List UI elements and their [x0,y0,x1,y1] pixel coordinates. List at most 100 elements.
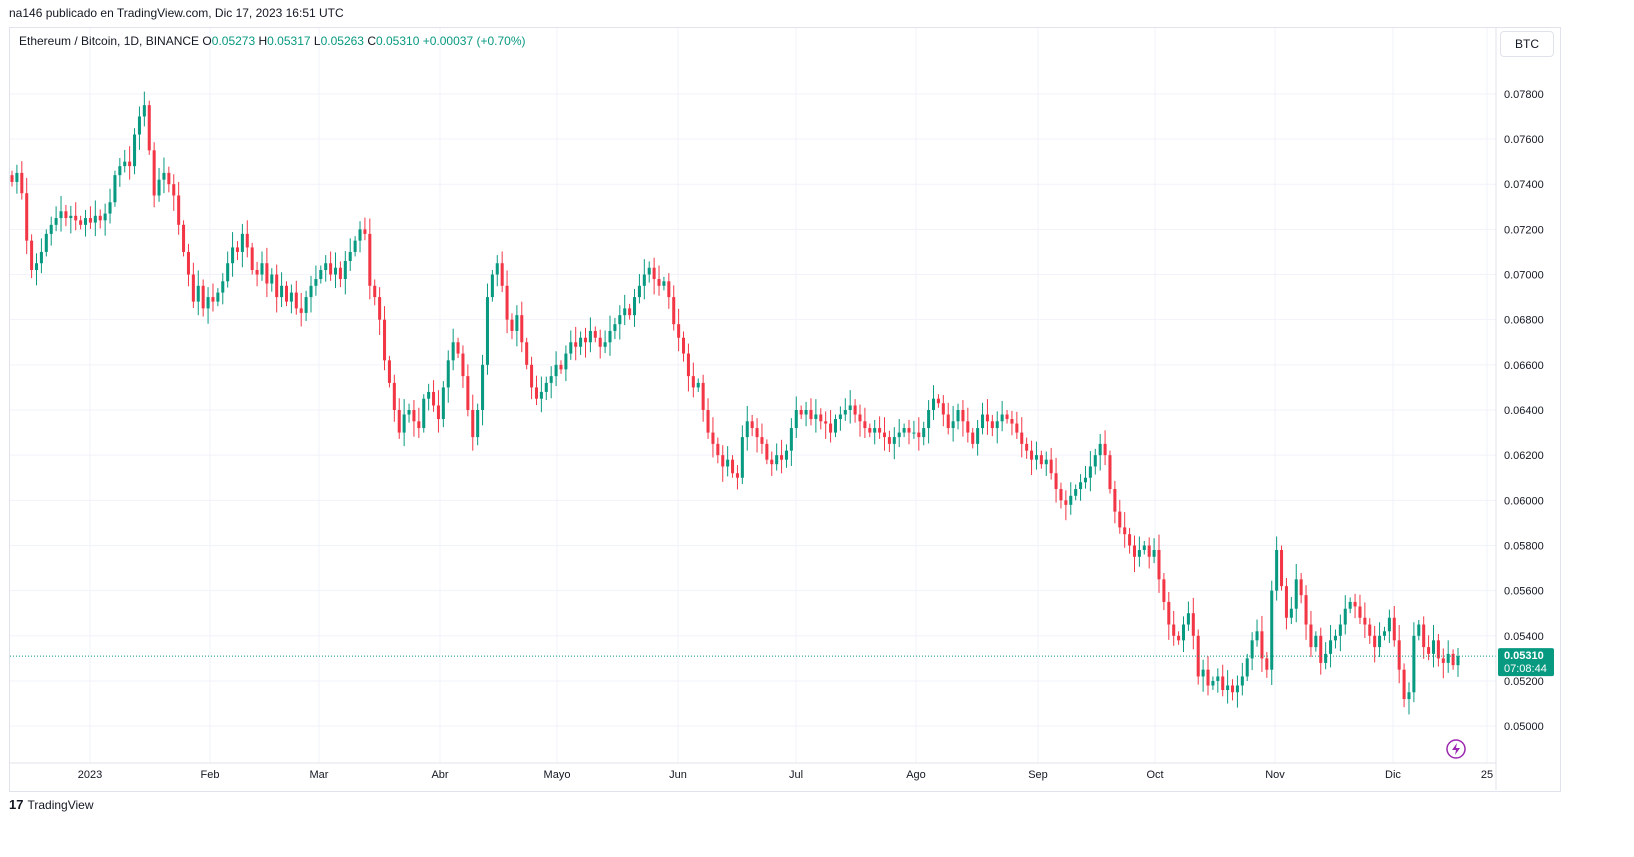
candle [211,283,215,312]
candle-body [1059,489,1063,501]
candle-body [211,297,215,302]
candle-body [1201,669,1205,677]
candle [1299,573,1303,604]
candle [981,402,985,435]
candle-body [216,292,220,302]
tradingview-logo[interactable]: 17 TradingView [9,797,94,812]
candle [784,444,788,468]
candle [1020,417,1024,458]
candle-body [824,421,828,424]
candle [569,330,573,360]
candle [64,204,68,227]
candle [740,425,744,485]
candle [554,351,558,387]
candle-body [1314,635,1318,648]
candle-body [1387,617,1391,632]
candle-body [1456,656,1460,666]
candle [88,206,92,229]
candle-body [1240,676,1244,686]
candle [451,328,455,371]
candle [314,265,318,296]
candle [824,411,828,439]
candle [848,390,852,424]
symbol-name[interactable]: Ethereum / Bitcoin, 1D, BINANCE [19,34,200,48]
candle-body [1378,635,1382,648]
currency-button[interactable]: BTC [1500,31,1554,57]
price-axis: 0.07800 0.07600 0.07400 0.07200 0.07000 0.068… [1495,28,1544,790]
candle [618,305,622,340]
y-tick-label: 0.07000 [1504,270,1544,282]
candle [632,288,637,327]
candle [505,270,509,334]
candle-body [324,263,328,270]
candle-body [25,193,29,241]
candle [157,167,161,202]
candle-body [1108,455,1112,490]
candle-body [574,342,578,347]
open-label: O [202,34,212,48]
candle-body [476,410,480,438]
candle [1025,437,1029,459]
candle-body [196,285,200,302]
lightning-icon[interactable] [1446,739,1466,759]
x-tick-label: Dic [1385,769,1401,781]
candle [652,257,656,295]
candle-body [672,297,676,325]
candle [402,399,406,447]
candle-body [309,285,313,298]
candle-body [456,342,460,354]
candle [368,218,372,300]
candle [843,398,847,421]
candle-body [765,443,769,460]
candle-body [10,175,14,182]
candle [686,343,690,392]
candle-body [623,308,627,316]
candle-body [520,315,524,343]
candle [1446,640,1450,673]
candle [1353,593,1357,619]
y-tick-label: 0.07600 [1504,134,1544,146]
candle-body [706,410,710,433]
candle [1324,642,1328,670]
candle-body [500,263,504,286]
candle-body [265,263,269,284]
candle-body [682,337,686,354]
candle [177,181,181,235]
candle [1030,440,1034,476]
candle-body [941,403,945,415]
y-tick-label: 0.05000 [1504,721,1544,733]
candle-body [206,297,210,309]
candle-body [1010,419,1014,424]
candle-body [716,443,720,456]
candle [1226,670,1230,704]
candle-body [348,251,352,261]
candle [912,420,916,439]
candle [721,445,725,482]
chart-pane[interactable] [9,27,1561,792]
candle-body [64,211,68,219]
footer-logo-text: TradingView [27,798,94,812]
candle-body [829,423,833,433]
candle-body [1167,601,1171,625]
x-tick-label: Jul [789,769,803,781]
candle-body [44,233,48,252]
close-value: 0.05310 [376,34,420,48]
candle-body [539,391,543,399]
candle [1451,649,1455,670]
candle [30,234,34,279]
close-label: C [367,34,376,48]
candle-body [1113,489,1117,512]
candle [137,106,141,150]
candle [162,157,166,194]
candle [525,337,529,370]
candle [1309,610,1313,658]
candle-body [30,240,34,270]
candle [250,242,254,275]
candle [574,326,578,361]
candle-body [1054,473,1058,490]
candle-body [338,267,342,280]
candle-body [93,215,97,223]
candle [819,408,823,430]
candle [863,407,867,438]
